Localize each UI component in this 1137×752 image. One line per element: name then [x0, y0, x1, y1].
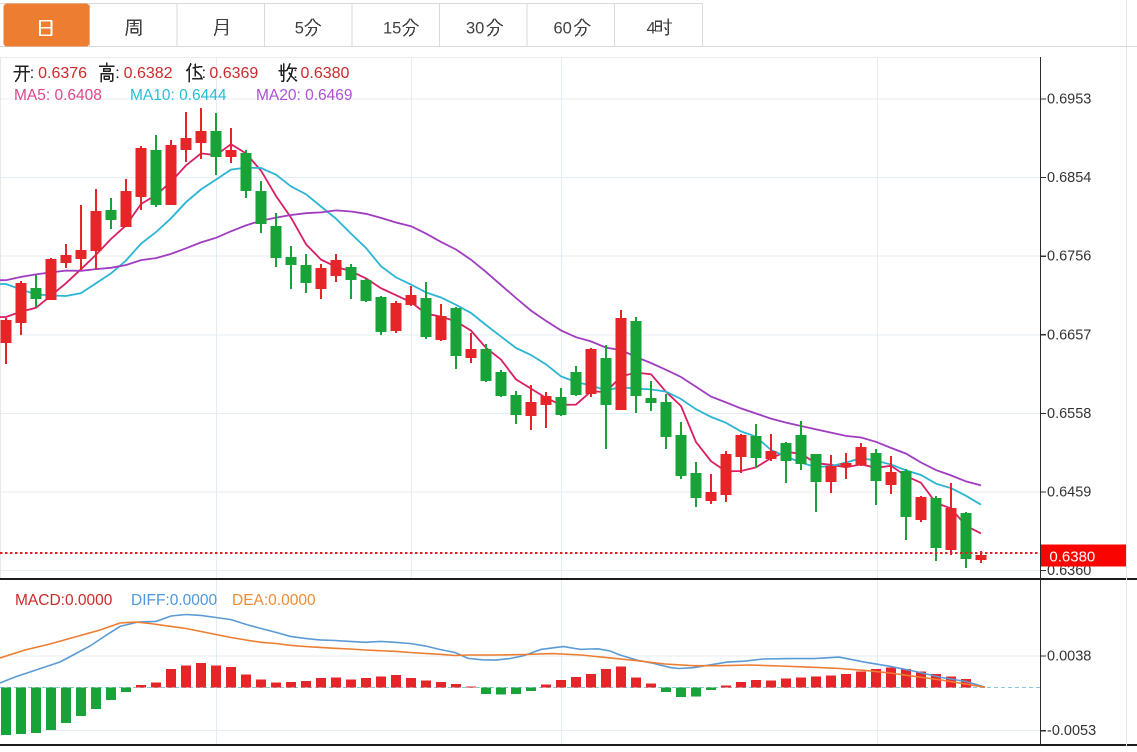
svg-text:15: 15 [383, 20, 401, 38]
svg-text:0.6380: 0.6380 [1049, 549, 1095, 566]
svg-text:60: 60 [554, 20, 572, 38]
svg-text:MA10: 0.6444: MA10: 0.6444 [130, 87, 227, 104]
svg-text:DEA:0.0000: DEA:0.0000 [232, 592, 316, 609]
svg-text:MACD:0.0000: MACD:0.0000 [15, 592, 113, 609]
svg-text:0.0038: 0.0038 [1047, 649, 1091, 665]
svg-text:DIFF:0.0000: DIFF:0.0000 [131, 592, 218, 609]
svg-text:0.6854: 0.6854 [1047, 170, 1091, 186]
svg-text:5: 5 [295, 20, 304, 38]
svg-text::: : [293, 65, 297, 82]
svg-text:0.6953: 0.6953 [1047, 92, 1091, 108]
svg-text:MA5: 0.6408: MA5: 0.6408 [14, 87, 102, 104]
svg-text:-0.0053: -0.0053 [1047, 723, 1096, 739]
svg-text::: : [115, 65, 119, 82]
svg-text:0.6376: 0.6376 [38, 65, 87, 82]
svg-text:0.6756: 0.6756 [1047, 249, 1091, 265]
svg-text:0.6380: 0.6380 [301, 65, 350, 82]
svg-text:30: 30 [466, 20, 484, 38]
svg-text:0.6382: 0.6382 [124, 65, 173, 82]
svg-text:0.6369: 0.6369 [209, 65, 258, 82]
svg-text::: : [30, 65, 34, 82]
svg-text:0.6360: 0.6360 [1047, 563, 1091, 579]
svg-text:0.6558: 0.6558 [1047, 406, 1091, 422]
svg-text:4: 4 [647, 20, 656, 38]
svg-text:0.6657: 0.6657 [1047, 327, 1091, 343]
svg-text:MA20: 0.6469: MA20: 0.6469 [256, 87, 353, 104]
svg-text::: : [202, 65, 206, 82]
svg-text:0.6459: 0.6459 [1047, 485, 1091, 501]
